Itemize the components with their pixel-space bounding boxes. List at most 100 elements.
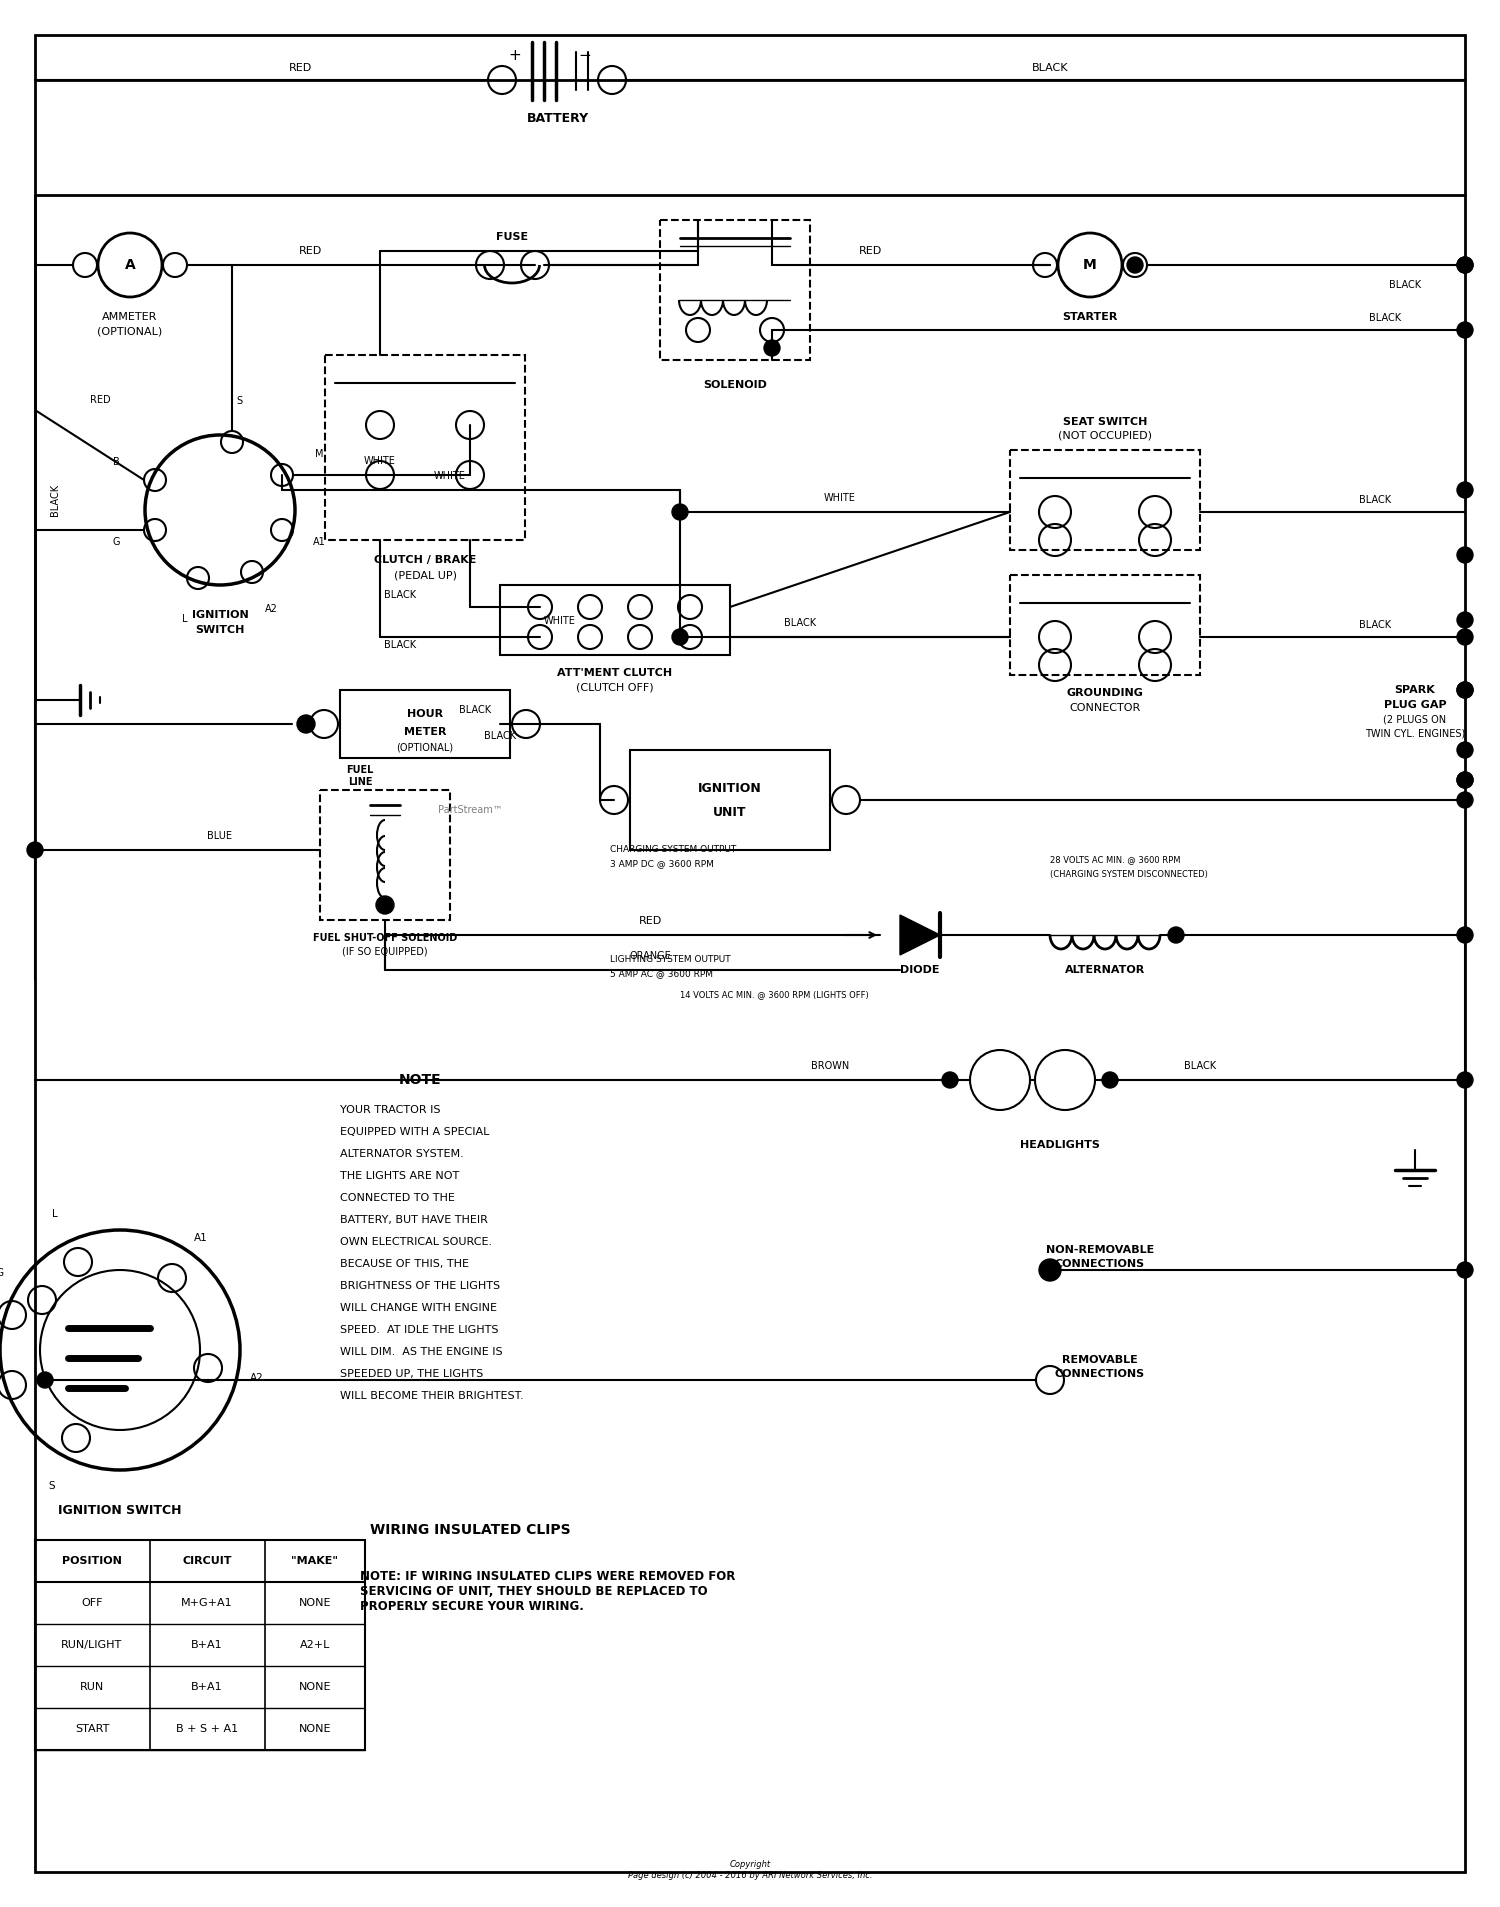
- Text: NON-REMOVABLE: NON-REMOVABLE: [1046, 1245, 1154, 1255]
- Text: REMOVABLE: REMOVABLE: [1062, 1356, 1138, 1365]
- Text: AMMETER: AMMETER: [102, 313, 158, 322]
- Text: PLUG GAP: PLUG GAP: [1383, 700, 1446, 709]
- Text: M+G+A1: M+G+A1: [182, 1598, 232, 1608]
- Text: SPEEDED UP, THE LIGHTS: SPEEDED UP, THE LIGHTS: [340, 1369, 483, 1379]
- Text: 14 VOLTS AC MIN. @ 3600 RPM (LIGHTS OFF): 14 VOLTS AC MIN. @ 3600 RPM (LIGHTS OFF): [680, 990, 868, 999]
- Text: NONE: NONE: [298, 1598, 332, 1608]
- Text: FUEL: FUEL: [346, 765, 374, 774]
- Text: WILL CHANGE WITH ENGINE: WILL CHANGE WITH ENGINE: [340, 1302, 496, 1314]
- Circle shape: [1456, 772, 1473, 788]
- Text: B + S + A1: B + S + A1: [176, 1724, 238, 1733]
- Text: WHITE: WHITE: [824, 494, 856, 503]
- Text: DIODE: DIODE: [900, 965, 939, 974]
- Text: B+A1: B+A1: [190, 1682, 224, 1692]
- Text: S: S: [236, 397, 243, 406]
- Bar: [34, 1541, 364, 1751]
- Text: WHITE: WHITE: [364, 456, 396, 465]
- Text: IGNITION SWITCH: IGNITION SWITCH: [58, 1503, 182, 1516]
- Text: BLACK: BLACK: [384, 589, 416, 601]
- Text: BATTERY, BUT HAVE THEIR: BATTERY, BUT HAVE THEIR: [340, 1215, 488, 1224]
- Text: RED: RED: [298, 246, 321, 256]
- Text: START: START: [75, 1724, 109, 1733]
- Text: RED: RED: [858, 246, 882, 256]
- Text: BECAUSE OF THIS, THE: BECAUSE OF THIS, THE: [340, 1259, 470, 1268]
- Text: +: +: [509, 48, 522, 63]
- Text: BLACK: BLACK: [1184, 1060, 1216, 1072]
- Text: POSITION: POSITION: [62, 1556, 122, 1566]
- Bar: [326, 355, 525, 540]
- Text: RED: RED: [639, 915, 662, 927]
- Circle shape: [1456, 482, 1473, 498]
- Text: HEADLIGHTS: HEADLIGHTS: [1020, 1140, 1100, 1150]
- Text: IGNITION: IGNITION: [698, 782, 762, 795]
- Text: A1: A1: [194, 1234, 207, 1243]
- Text: RUN: RUN: [80, 1682, 104, 1692]
- Text: CHARGING SYSTEM OUTPUT: CHARGING SYSTEM OUTPUT: [610, 845, 736, 854]
- Text: BROWN: BROWN: [812, 1060, 849, 1072]
- Bar: [320, 789, 450, 919]
- Text: NONE: NONE: [298, 1724, 332, 1733]
- Text: METER: METER: [404, 727, 447, 736]
- Text: "MAKE": "MAKE": [291, 1556, 339, 1566]
- Text: BATTERY: BATTERY: [526, 111, 590, 124]
- Text: HOUR: HOUR: [406, 709, 442, 719]
- Text: ORANGE: ORANGE: [628, 952, 670, 961]
- Bar: [660, 219, 810, 360]
- Text: BLUE: BLUE: [207, 831, 232, 841]
- Text: STARTER: STARTER: [1062, 313, 1118, 322]
- Text: (OPTIONAL): (OPTIONAL): [98, 326, 162, 336]
- Text: A1: A1: [314, 538, 326, 547]
- Text: M: M: [315, 448, 324, 460]
- Text: IGNITION: IGNITION: [192, 610, 249, 620]
- Circle shape: [1456, 742, 1473, 757]
- Text: SOLENOID: SOLENOID: [704, 379, 766, 391]
- Text: (CHARGING SYSTEM DISCONNECTED): (CHARGING SYSTEM DISCONNECTED): [1050, 870, 1208, 879]
- Text: WHITE: WHITE: [433, 471, 466, 481]
- Text: SWITCH: SWITCH: [195, 625, 244, 635]
- Text: A2+L: A2+L: [300, 1640, 330, 1650]
- Bar: [630, 749, 830, 851]
- Text: ALTERNATOR: ALTERNATOR: [1065, 965, 1144, 974]
- Bar: [1010, 576, 1200, 675]
- Text: ALTERNATOR SYSTEM.: ALTERNATOR SYSTEM.: [340, 1150, 464, 1159]
- Text: (OPTIONAL): (OPTIONAL): [396, 744, 453, 753]
- Text: WILL BECOME THEIR BRIGHTEST.: WILL BECOME THEIR BRIGHTEST.: [340, 1390, 524, 1402]
- Text: (PEDAL UP): (PEDAL UP): [393, 570, 456, 582]
- Bar: [1010, 450, 1200, 549]
- Text: RUN/LIGHT: RUN/LIGHT: [62, 1640, 123, 1650]
- Text: A: A: [124, 257, 135, 273]
- Circle shape: [1456, 612, 1473, 627]
- Circle shape: [1168, 927, 1184, 942]
- Text: BLACK: BLACK: [1389, 280, 1420, 290]
- Circle shape: [942, 1072, 958, 1089]
- Circle shape: [1040, 1259, 1060, 1282]
- Bar: [500, 585, 730, 654]
- Text: CONNECTED TO THE: CONNECTED TO THE: [340, 1194, 454, 1203]
- Circle shape: [38, 1371, 52, 1388]
- Text: BLACK: BLACK: [484, 730, 516, 742]
- Text: A2: A2: [249, 1373, 264, 1383]
- Circle shape: [764, 339, 780, 357]
- Text: SEAT SWITCH: SEAT SWITCH: [1064, 418, 1148, 427]
- Text: L: L: [182, 614, 188, 624]
- Text: B+A1: B+A1: [190, 1640, 224, 1650]
- Text: G: G: [112, 538, 120, 547]
- Circle shape: [1102, 1072, 1118, 1089]
- Text: S: S: [48, 1482, 56, 1491]
- Circle shape: [1456, 927, 1473, 942]
- Circle shape: [1456, 1262, 1473, 1278]
- Circle shape: [672, 629, 688, 645]
- Text: GROUNDING: GROUNDING: [1066, 688, 1143, 698]
- Text: −: −: [579, 48, 591, 63]
- Text: FUEL SHUT-OFF SOLENOID: FUEL SHUT-OFF SOLENOID: [314, 933, 458, 942]
- Bar: [340, 690, 510, 757]
- Text: CLUTCH / BRAKE: CLUTCH / BRAKE: [374, 555, 476, 564]
- Text: OWN ELECTRICAL SOURCE.: OWN ELECTRICAL SOURCE.: [340, 1238, 492, 1247]
- Text: NOTE: NOTE: [399, 1074, 441, 1087]
- Text: RED: RED: [288, 63, 312, 72]
- Circle shape: [1456, 257, 1473, 273]
- Text: FUSE: FUSE: [496, 233, 528, 242]
- Text: WILL DIM.  AS THE ENGINE IS: WILL DIM. AS THE ENGINE IS: [340, 1346, 502, 1358]
- Text: TWIN CYL. ENGINES): TWIN CYL. ENGINES): [1365, 728, 1466, 740]
- Text: B: B: [112, 458, 120, 467]
